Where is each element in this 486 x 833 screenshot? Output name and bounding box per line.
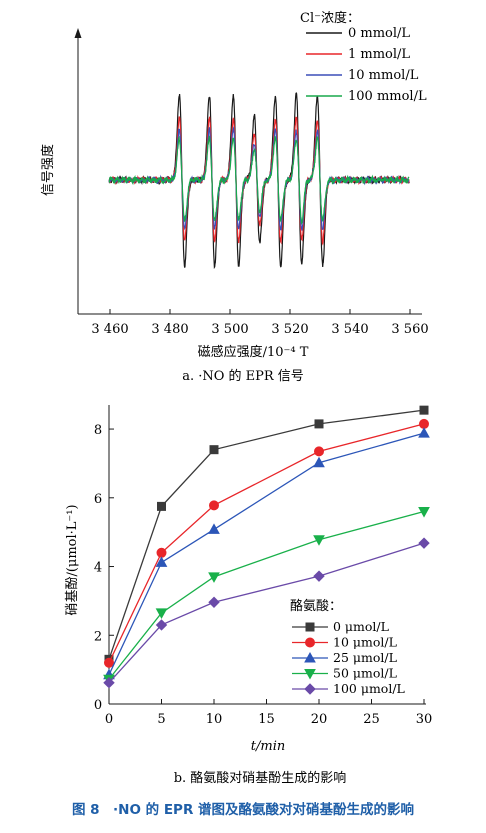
- nitro-y-axis-label: 硝基酚/(μmol·L⁻¹): [65, 504, 80, 615]
- epr-x-ticks: 3 460 3 480 3 500 3 520 3 540 3 560: [91, 309, 429, 337]
- epr-traces: [108, 92, 410, 270]
- nitro-legend-label: 50 μmol/L: [333, 666, 397, 681]
- nitro-point: [418, 427, 430, 438]
- nitro-point: [418, 537, 430, 549]
- nitro-y-tick-label: 8: [94, 423, 102, 438]
- nitro-legend-label: 25 μmol/L: [333, 650, 397, 665]
- epr-x-tick-label: 3 520: [271, 322, 308, 337]
- nitro-legend-marker: [304, 683, 316, 695]
- nitro-series-2: [103, 427, 430, 680]
- epr-y-axis-arrow: [74, 28, 82, 38]
- nitro-point: [314, 446, 324, 457]
- epr-axes: [74, 28, 422, 315]
- nitro-series-4: [103, 537, 430, 689]
- nitro-y-tick-label: 4: [94, 561, 102, 576]
- nitro-x-tick-label: 20: [311, 712, 328, 727]
- nitro-legend-marker: [305, 622, 315, 632]
- epr-y-axis-label: 信号强度: [40, 144, 56, 196]
- nitro-y-tick-label: 0: [94, 698, 102, 713]
- epr-x-tick-label: 3 480: [151, 322, 188, 337]
- nitro-point: [208, 572, 220, 583]
- nitro-legend-label: 100 μmol/L: [333, 681, 405, 696]
- nitro-point: [155, 556, 168, 567]
- nitro-x-tick-label: 0: [105, 712, 113, 727]
- epr-legend-label: 100 mmol/L: [348, 89, 427, 104]
- nitro-y-ticks: 0 2 4 6 8: [94, 423, 114, 713]
- nitro-point: [419, 405, 429, 415]
- nitro-point: [313, 456, 325, 468]
- nitro-point: [313, 570, 325, 582]
- epr-x-tick-label: 3 460: [91, 322, 128, 337]
- nitro-point: [208, 523, 220, 534]
- nitro-legend-label: 10 μmol/L: [333, 635, 397, 650]
- epr-legend-label: 10 mmol/L: [348, 68, 419, 83]
- epr-subtitle: a. ·NO 的 EPR 信号: [182, 368, 304, 384]
- nitro-point: [313, 535, 325, 546]
- epr-legend-label: 1 mmol/L: [348, 47, 410, 62]
- nitro-y-tick-label: 6: [94, 492, 102, 507]
- nitro-legend-marker: [304, 651, 316, 663]
- nitro-point: [314, 419, 324, 429]
- nitro-legend-label: 0 μmol/L: [333, 619, 389, 634]
- epr-legend-title: Cl⁻浓度：: [300, 10, 360, 26]
- nitro-series-1: [104, 418, 429, 668]
- figure-caption: 图 8 ·NO 的 EPR 谱图及酪氨酸对对硝基酚生成的影响: [71, 802, 415, 818]
- epr-legend-label: 0 mmol/L: [348, 26, 410, 41]
- nitro-point: [157, 501, 166, 511]
- epr-x-axis-label: 磁感应强度/10⁻⁴ T: [198, 344, 309, 360]
- nitro-point: [155, 608, 168, 619]
- nitro-legend-marker: [304, 669, 316, 680]
- epr-trace-3: [108, 135, 410, 225]
- nitro-point: [418, 507, 430, 518]
- nitro-legend-marker: [305, 637, 315, 648]
- nitro-legend-title: 酪氨酸：: [290, 598, 342, 614]
- nitro-legend: 酪氨酸： 0 μmol/L10 μmol/L25 μmol/L50 μmol/L…: [290, 598, 405, 696]
- epr-x-tick-label: 3 540: [331, 322, 368, 337]
- epr-chart: 3 460 3 480 3 500 3 520 3 540 3 560 信号强度 磁感应强…: [40, 10, 429, 384]
- nitro-x-tick-label: 10: [206, 712, 223, 727]
- nitro-x-tick-label: 25: [363, 712, 380, 727]
- nitro-point: [208, 596, 220, 608]
- nitro-point: [103, 676, 115, 689]
- nitro-x-tick-label: 30: [416, 712, 433, 727]
- nitro-point: [419, 418, 429, 429]
- nitro-x-axis-label: t/min: [251, 739, 285, 754]
- nitro-x-tick-label: 5: [157, 712, 165, 727]
- nitro-x-tick-label: 15: [258, 712, 275, 727]
- epr-x-tick-label: 3 500: [211, 322, 248, 337]
- nitro-y-tick-label: 2: [94, 629, 102, 644]
- nitro-point: [155, 619, 168, 631]
- nitro-point: [104, 657, 114, 668]
- nitro-point: [156, 547, 167, 558]
- epr-legend: Cl⁻浓度： 0 mmol/L 1 mmol/L 10 mmol/L 100 mmol…: [300, 10, 427, 104]
- nitro-x-ticks: 0 5 10 15 20 25 30: [105, 699, 432, 727]
- epr-x-tick-label: 3 560: [391, 322, 428, 337]
- nitro-point: [209, 445, 219, 455]
- nitro-series: [103, 405, 430, 689]
- nitro-subtitle: b. 酪氨酸对硝基酚生成的影响: [174, 770, 347, 786]
- nitro-point: [209, 500, 219, 511]
